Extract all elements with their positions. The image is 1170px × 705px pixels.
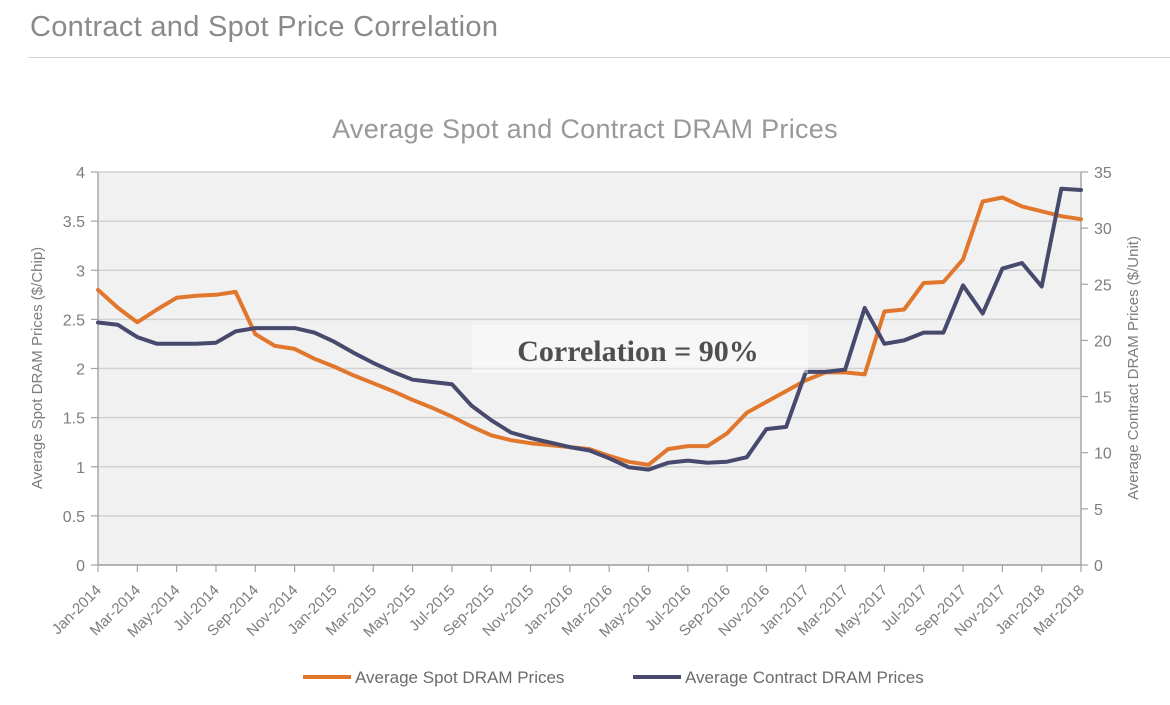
legend-spot-label: Average Spot DRAM Prices: [355, 668, 564, 687]
y-tick-label-left: 0: [76, 558, 85, 575]
y-tick-label-right: 20: [1094, 333, 1112, 350]
legend-contract-label: Average Contract DRAM Prices: [685, 668, 924, 687]
y-tick-label-right: 10: [1094, 446, 1112, 463]
y-tick-label-left: 2: [76, 362, 85, 379]
y-tick-label-right: 35: [1094, 165, 1112, 182]
chart-title: Average Spot and Contract DRAM Prices: [332, 114, 838, 144]
chart-generated: 00.511.522.533.5405101520253035Jan-2014M…: [49, 165, 1112, 641]
y-tick-label-left: 3.5: [63, 214, 85, 231]
y-tick-label-right: 5: [1094, 502, 1103, 519]
series-line-contract: [96, 186, 1083, 472]
y-axis-title-left: Average Spot DRAM Prices ($/Chip): [29, 247, 46, 489]
y-tick-label-left: 4: [76, 165, 85, 182]
y-tick-label-left: 0.5: [63, 509, 85, 526]
y-tick-label-right: 15: [1094, 390, 1112, 407]
y-axis-title-right: Average Contract DRAM Prices ($/Unit): [1125, 236, 1142, 500]
correlation-annotation: Correlation = 90%: [517, 335, 759, 368]
y-tick-label-left: 1: [76, 460, 85, 477]
y-tick-label-left: 1.5: [63, 411, 85, 428]
header-divider: [28, 57, 1170, 58]
page-title: Contract and Spot Price Correlation: [30, 11, 499, 43]
legend: Average Spot DRAM Prices Average Contrac…: [303, 668, 924, 687]
annotation-background: [472, 325, 808, 373]
y-tick-label-left: 2.5: [63, 312, 85, 329]
y-tick-label-right: 0: [1094, 558, 1103, 575]
y-tick-label-right: 30: [1094, 221, 1112, 238]
y-tick-label-left: 3: [76, 263, 85, 280]
y-tick-label-right: 25: [1094, 277, 1112, 294]
